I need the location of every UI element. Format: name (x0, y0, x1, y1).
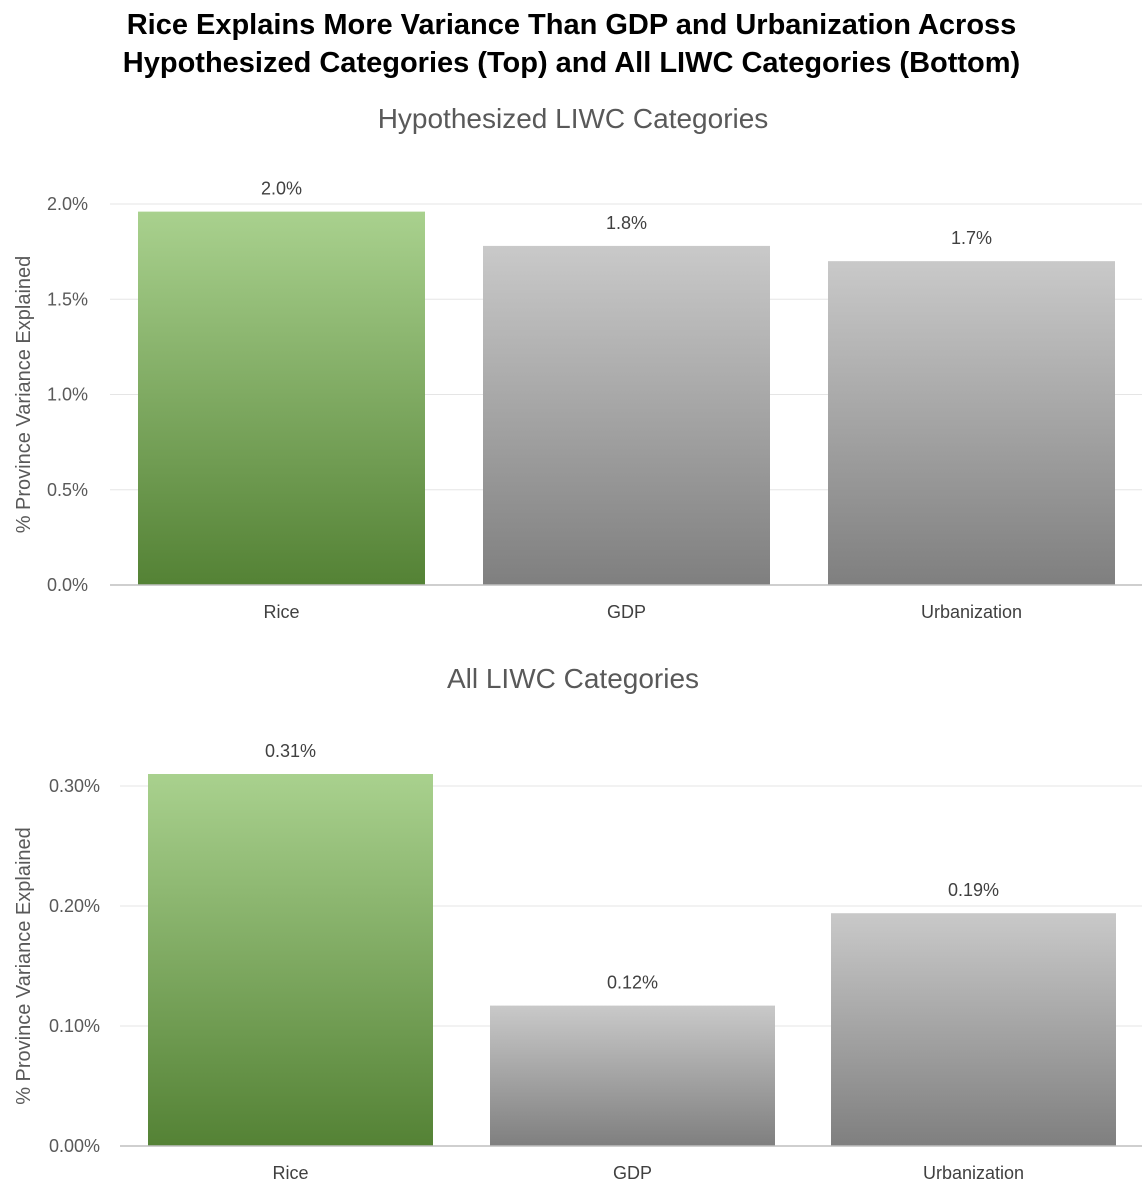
chart-1-data-label: 1.8% (606, 213, 647, 233)
chart-title-line-2: Hypothesized Categories (Top) and All LI… (122, 47, 1021, 79)
chart-1-data-label: 2.0% (261, 179, 302, 199)
chart-1-y-tick-label: 0.5% (47, 480, 88, 500)
chart-2-bar-urbanization (831, 913, 1116, 1146)
chart-1-category-label: Rice (263, 602, 299, 622)
chart-2-category-label: Urbanization (923, 1163, 1024, 1183)
chart-2-y-tick-label: 0.10% (49, 1016, 100, 1036)
chart-title-line-1: Rice Explains More Variance Than GDP and… (126, 9, 1017, 41)
chart-2-data-label: 0.31% (265, 741, 316, 761)
chart-1-category-label: Urbanization (921, 602, 1022, 622)
chart-2-category-label: GDP (613, 1163, 652, 1183)
chart-2-y-tick-label: 0.20% (49, 896, 100, 916)
chart-1-data-label: 1.7% (951, 228, 992, 248)
chart-1-category-label: GDP (607, 602, 646, 622)
chart-2-bar-gdp (490, 1005, 775, 1146)
chart-1-y-tick-label: 1.0% (47, 385, 88, 405)
chart-1-bar-rice (138, 211, 425, 585)
chart-2-data-label: 0.12% (607, 973, 658, 993)
chart-1-bar-gdp (483, 245, 770, 585)
chart-1-bar-urbanization (828, 261, 1115, 585)
chart-1-y-tick-label: 2.0% (47, 194, 88, 214)
chart-2-y-tick-label: 0.00% (49, 1136, 100, 1156)
chart-2-bar-rice (148, 774, 433, 1146)
chart-1-y-tick-label: 1.5% (47, 289, 88, 309)
chart-2-category-label: Rice (272, 1163, 308, 1183)
chart-2-title: All LIWC Categories (447, 663, 699, 694)
chart-2-y-axis-label: % Province Variance Explained (13, 827, 35, 1105)
chart-1-title: Hypothesized LIWC Categories (378, 103, 769, 134)
chart-2-y-tick-label: 0.30% (49, 776, 100, 796)
chart-1-y-tick-label: 0.0% (47, 575, 88, 595)
chart-1-y-axis-label: % Province Variance Explained (13, 256, 35, 534)
chart-2-data-label: 0.19% (948, 880, 999, 900)
chart-title: Rice Explains More Variance Than GDP and… (0, 6, 1143, 82)
